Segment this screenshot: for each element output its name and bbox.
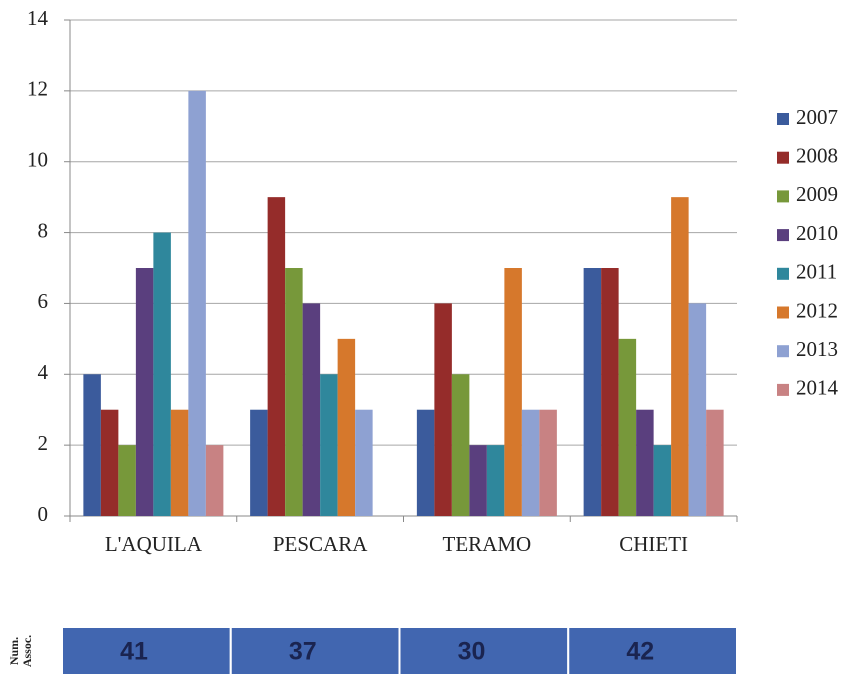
- x-tick-label: CHIETI: [619, 532, 688, 556]
- table-cell: [567, 626, 738, 676]
- legend-swatch: [777, 113, 789, 125]
- legend-swatch: [777, 151, 789, 164]
- table-value: 30: [458, 638, 486, 666]
- bar: [653, 445, 672, 516]
- y-tick-label: 12: [27, 77, 48, 101]
- legend-label: 2010: [796, 221, 838, 245]
- table-cell: [229, 626, 401, 676]
- bar: [188, 90, 206, 516]
- legend-swatch: [777, 229, 789, 242]
- bar: [118, 445, 136, 516]
- y-tick-label: 6: [38, 289, 49, 313]
- x-tick-label: TERAMO: [443, 532, 532, 556]
- bar: [337, 338, 356, 516]
- bar: [153, 232, 171, 517]
- bar: [539, 409, 557, 516]
- bar: [706, 409, 724, 516]
- table-cell: [398, 626, 570, 676]
- legend-swatch: [777, 306, 789, 319]
- legend-swatch: [777, 383, 789, 396]
- legend-label: 2014: [796, 376, 839, 400]
- bar: [486, 445, 505, 516]
- bar: [688, 303, 707, 516]
- bar: [504, 268, 522, 516]
- y-tick-label: 0: [38, 502, 49, 526]
- legend-label: 2007: [796, 105, 838, 129]
- bar: [601, 268, 619, 516]
- bar: [302, 303, 321, 516]
- legend-swatch: [777, 345, 789, 358]
- bar: [205, 445, 224, 516]
- y-tick-label: 14: [27, 6, 49, 30]
- bar: [618, 338, 637, 516]
- bar: [250, 409, 268, 516]
- legend-label: 2011: [796, 260, 837, 284]
- bar: [170, 409, 189, 516]
- legend-label: 2008: [796, 144, 838, 168]
- y-tick-label: 2: [38, 431, 49, 455]
- bar: [636, 409, 654, 516]
- table-cell: [61, 626, 232, 676]
- legend-label: 2013: [796, 337, 838, 361]
- bar: [100, 409, 119, 516]
- table-value: 37: [289, 638, 317, 666]
- bar: [671, 197, 689, 516]
- x-tick-label: L'AQUILA: [105, 532, 203, 556]
- row-label: Num. Assoc.: [7, 635, 34, 667]
- bar: [521, 409, 540, 516]
- legend-label: 2009: [796, 182, 838, 206]
- row-label-line: Num.: [7, 637, 21, 665]
- bar: [83, 374, 101, 516]
- bar: [355, 409, 373, 516]
- bar: [583, 268, 602, 516]
- bar: [416, 409, 435, 516]
- legend-label: 2012: [796, 298, 838, 322]
- table-value: 42: [626, 638, 654, 666]
- y-tick-label: 10: [27, 148, 48, 172]
- bar: [320, 374, 338, 516]
- bar: [285, 268, 303, 516]
- bar: [469, 445, 487, 516]
- y-tick-label: 8: [38, 218, 49, 242]
- x-tick-label: PESCARA: [273, 532, 368, 556]
- legend-swatch: [777, 190, 789, 203]
- bar: [434, 303, 452, 516]
- y-tick-label: 4: [38, 360, 49, 384]
- bar: [451, 374, 470, 516]
- table-value: 41: [120, 638, 148, 666]
- legend-swatch: [777, 267, 789, 280]
- row-label-line: Assoc.: [20, 635, 34, 667]
- bar: [267, 197, 286, 516]
- bar: [135, 268, 154, 516]
